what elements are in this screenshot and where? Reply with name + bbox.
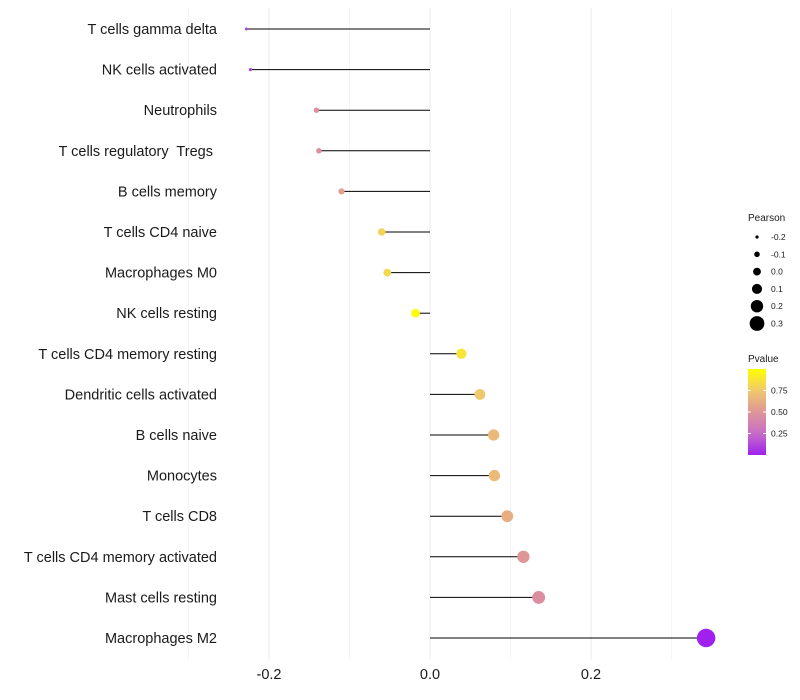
size-legend-label: 0.1 bbox=[771, 284, 783, 294]
size-legend-label: 0.0 bbox=[771, 267, 783, 277]
data-point bbox=[244, 27, 248, 31]
size-legend-label: -0.2 bbox=[771, 232, 786, 242]
size-legend-key bbox=[753, 267, 761, 276]
x-tick-label: 0.2 bbox=[581, 667, 601, 683]
data-point bbox=[488, 469, 501, 482]
category-label: T cells CD8 bbox=[142, 509, 217, 525]
x-tick-label: -0.2 bbox=[257, 667, 282, 683]
category-label: T cells gamma delta bbox=[88, 22, 218, 38]
data-point bbox=[696, 628, 716, 648]
data-point bbox=[248, 68, 253, 72]
color-legend-bar bbox=[748, 369, 766, 455]
data-point bbox=[456, 348, 467, 359]
data-point bbox=[501, 510, 514, 523]
size-legend-label: 0.3 bbox=[771, 319, 783, 329]
size-legend-label: -0.1 bbox=[771, 249, 786, 259]
pvalue-color-legend: Pvalue 0.25 0.50 0.75 bbox=[748, 354, 788, 455]
category-label: T cells CD4 naive bbox=[104, 225, 217, 241]
size-legend-key bbox=[750, 299, 764, 313]
category-labels: T cells gamma delta NK cells activated Neu… bbox=[24, 22, 218, 647]
data-point bbox=[316, 148, 322, 154]
category-label: NK cells resting bbox=[116, 306, 217, 322]
data-point bbox=[487, 429, 500, 441]
size-legend-key bbox=[754, 251, 760, 258]
category-label: Neutrophils bbox=[144, 103, 217, 119]
stems bbox=[246, 28, 707, 639]
data-point bbox=[377, 228, 386, 236]
data-point bbox=[383, 268, 392, 277]
data-point bbox=[338, 188, 345, 195]
category-label: T cells regulatory Tregs bbox=[59, 144, 218, 160]
category-label: Monocytes bbox=[147, 469, 217, 485]
data-point bbox=[313, 107, 320, 113]
category-label: Mast cells resting bbox=[105, 590, 217, 606]
size-legend-key bbox=[751, 283, 763, 294]
data-point bbox=[532, 590, 546, 604]
category-label: NK cells activated bbox=[102, 63, 217, 79]
category-label: T cells CD4 memory activated bbox=[24, 550, 217, 566]
category-label: B cells memory bbox=[118, 184, 218, 200]
data-point bbox=[474, 388, 486, 400]
x-tick-label: 0.0 bbox=[420, 667, 440, 683]
color-legend-label: 0.50 bbox=[771, 407, 788, 417]
data-point bbox=[517, 550, 530, 563]
category-label: B cells naive bbox=[136, 428, 217, 444]
x-axis-ticks: -0.2 0.0 0.2 bbox=[257, 667, 602, 683]
points bbox=[244, 27, 716, 648]
size-legend-key bbox=[755, 235, 759, 239]
category-label: Macrophages M0 bbox=[105, 266, 217, 282]
grid-lines bbox=[188, 8, 672, 660]
pearson-size-legend: Pearson -0.2 -0.1 0.0 0.1 0.2 0.3 bbox=[748, 213, 786, 331]
category-label: T cells CD4 memory resting bbox=[38, 347, 217, 363]
color-legend-label: 0.75 bbox=[771, 386, 788, 396]
category-label: Dendritic cells activated bbox=[65, 387, 217, 403]
size-legend-label: 0.2 bbox=[771, 301, 783, 311]
color-legend-label: 0.25 bbox=[771, 429, 788, 439]
size-legend-key bbox=[749, 316, 765, 331]
color-legend-title: Pvalue bbox=[748, 354, 779, 365]
size-legend-title: Pearson bbox=[748, 213, 785, 224]
data-point bbox=[411, 308, 420, 318]
category-label: Macrophages M2 bbox=[105, 631, 217, 647]
